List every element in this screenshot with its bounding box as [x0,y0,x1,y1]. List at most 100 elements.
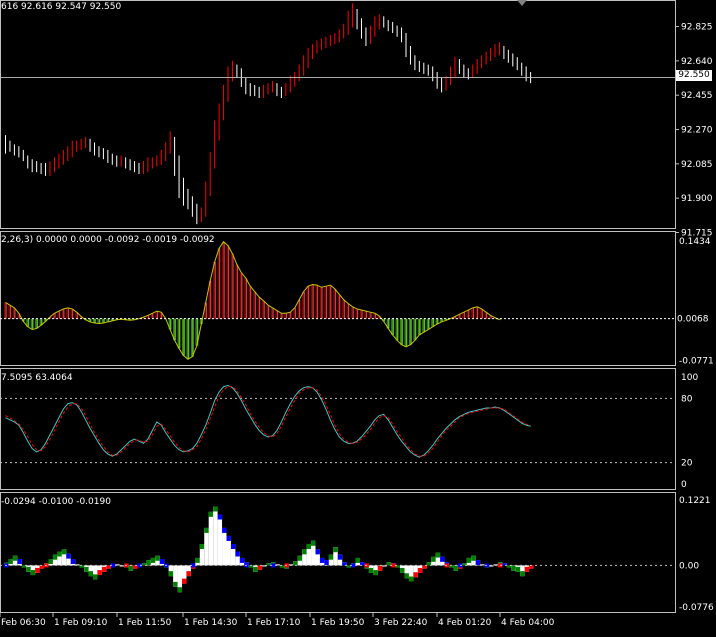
indicator4-bar [404,565,409,579]
indicator4-bar [306,543,312,566]
indicator4-bar-tip [511,565,516,571]
indicator4-bar [435,552,441,566]
indicator4-bar-tip [239,557,245,563]
indicator4-bar-tip [475,560,481,566]
price-panel-frame [0,0,676,229]
indicator4-bar-tip [30,570,36,576]
macd-signal-line [5,241,500,360]
indicator4-bar-tip [195,557,200,563]
indicator4-bar-tip [377,565,383,571]
macd-tick-label: 0.1434 [679,237,711,247]
indicator4-bar [204,527,209,566]
macd-panel-frame [0,231,676,366]
price-tick-label: 92.270 [681,126,713,136]
indicator4-axis: 0.1221 0.00 -0.0776 [679,496,714,613]
indicator4-bar-tip [61,549,67,555]
indicator4-bar [177,565,182,593]
price-tick-label: 92.455 [681,91,713,101]
indicator4-bar-tip [257,565,263,570]
time-tick-label: 1 Feb 14:30 [184,618,238,628]
indicator4-bar [235,551,240,566]
indicator4-bar [382,565,387,567]
macd-header: 2,26,3) 0.0000 0.0000 -0.0092 -0.0019 -0… [1,235,215,245]
stochastic-axis: 100 80 20 0 [681,373,698,490]
indicator4-bar-tip [204,527,209,533]
indicator4-bar-tip [413,572,418,578]
indicator4-bar [315,549,320,566]
current-price-tag: 92.550 [676,70,712,81]
indicator4-bar-tip [346,565,352,568]
indicator4-bar [182,565,187,584]
indicator4-bar-tip [57,551,62,557]
indicator4-bar-tip [373,570,378,576]
indicator4-bar-tip [360,562,365,566]
macd-tick-label: -0.0771 [679,356,714,366]
indicator4-bar-tip [386,562,392,566]
indicator4-bar-tip [35,567,40,573]
indicator4-bar [208,511,214,566]
indicator4-bar-tip [319,557,325,563]
indicator4-bar [275,564,280,566]
panel-frames [0,0,676,613]
stoch-tick-label: 20 [681,459,693,469]
indicator4-bar-tip [79,565,85,568]
indicator4-bar [57,551,62,566]
indicator4-bar [217,514,223,566]
indicator4-bar-tip [26,566,31,572]
indicator4-bar-tip [182,578,187,584]
indicator4-bar-tip [431,556,436,562]
indicator4-bar [302,549,307,566]
indicator4-bar [66,553,71,566]
indicator4-bar-tip [400,567,405,573]
indicator4-zero-mark [351,563,356,568]
price-tick-label: 91.900 [681,194,713,204]
indicator4-bar-tip [93,574,98,580]
indicator4-bar [288,564,294,566]
chart-shift-marker[interactable] [517,0,527,6]
indicator4-zero-mark [137,563,142,568]
indicator4-bar-tip [106,565,111,569]
indicator4-bar-tip [315,549,320,555]
time-tick-label: 1 Feb 17:10 [247,618,301,628]
indicator4-bar-tip [217,514,223,520]
price-tick-label: 92.085 [681,160,713,170]
price-axis: 92.825 92.640 92.455 92.270 92.085 91.900 91.7… [0,23,713,238]
indicator4-bar [115,564,120,566]
indicator4-bar-tip [128,565,134,571]
indicator4-bar-tip [440,556,445,562]
indicator4-bar-tip [133,565,138,569]
indicator4-bar-tip [395,565,401,568]
indicator4-zero-mark [190,563,196,568]
indicator4-bar [75,564,80,566]
indicator4-bar-tip [21,565,27,568]
time-tick-label: 4 Feb 04:00 [501,618,555,628]
indicator4-bar-tip [422,565,427,569]
indicator4-bar-tip [337,554,343,560]
indicator4-panel-frame [0,492,676,613]
indicator4-bar-tip [226,535,231,541]
time-tick-label: 4 Feb 01:20 [438,618,492,628]
indicator4-bar [88,565,93,577]
indicator4-bar-tip [141,563,147,566]
indicator4-bar-tip [146,560,151,566]
indicator4-bar-tip [426,562,432,566]
indicator4-tick-label: 0.1221 [679,496,711,506]
indicator4-bar-tip [88,571,93,577]
stochastic-lines [0,385,675,464]
indicator4-bar-tip [324,560,329,566]
indicator4-bar-tip [417,567,423,573]
time-tick-label: Feb 06:30 [1,618,46,628]
indicator4-bar [119,565,125,567]
indicator4-bar-tip [408,576,414,582]
indicator4-histogram [0,506,675,593]
price-tick-label: 91.715 [681,228,713,238]
indicator4-bar-tip [279,565,285,568]
stoch-panel-frame [0,368,676,490]
indicator4-bar-tip [199,543,205,549]
indicator4-bar-tip [506,565,512,568]
indicator4-bar-tip [213,506,218,512]
indicator4-bar-tip [186,571,191,577]
stoch-main-line [5,385,531,458]
